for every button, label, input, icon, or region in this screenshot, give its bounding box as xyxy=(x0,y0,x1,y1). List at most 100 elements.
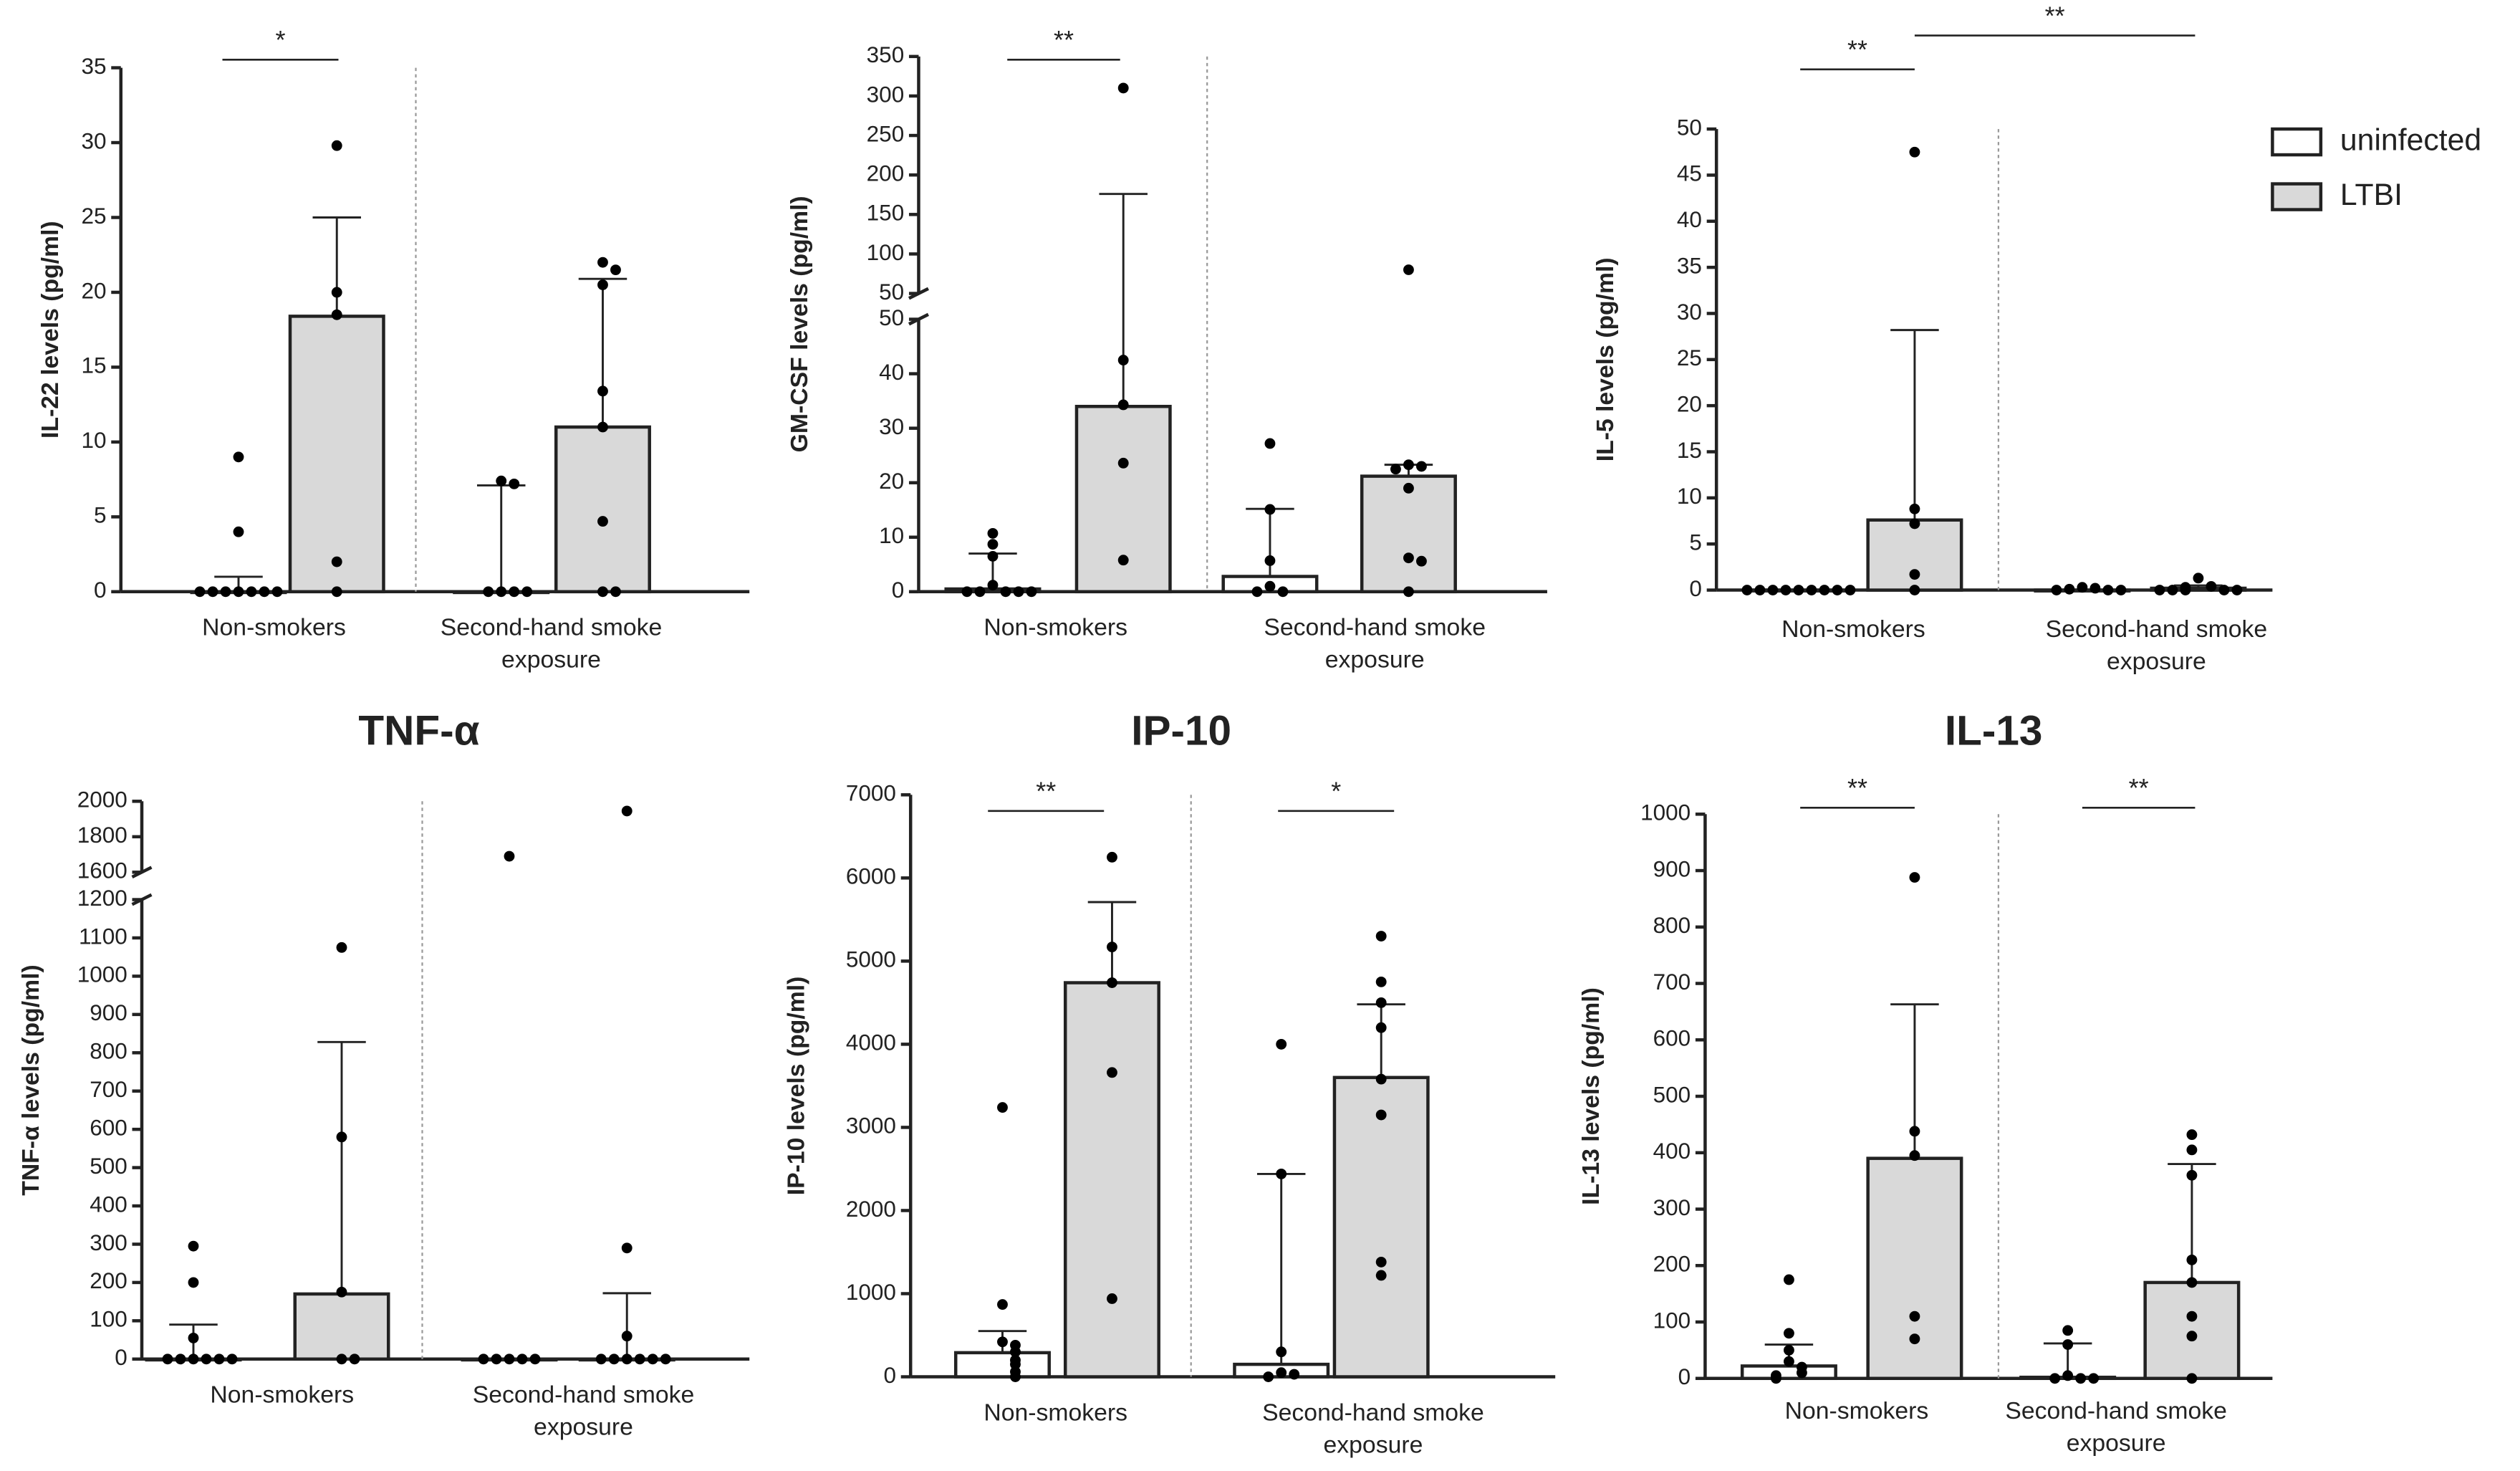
category-box: Non-smokers xyxy=(1785,1398,1929,1425)
data-point xyxy=(621,1331,633,1342)
data-point xyxy=(1117,355,1129,366)
data-point xyxy=(1909,1150,1920,1161)
y-tick-label: 35 xyxy=(1677,252,1702,278)
data-point xyxy=(1390,464,1401,475)
data-point xyxy=(1010,1359,1021,1370)
data-point xyxy=(1909,585,1920,595)
y-tick-label: 35 xyxy=(81,53,106,79)
y-tick-label: 7000 xyxy=(846,780,896,806)
y-tick-label: 200 xyxy=(90,1268,128,1293)
data-point xyxy=(529,1353,541,1365)
y-tick-label: 300 xyxy=(1653,1194,1691,1220)
y-tick-label: 800 xyxy=(90,1038,128,1064)
y-tick-label: 50 xyxy=(1677,114,1702,140)
data-point xyxy=(647,1353,658,1365)
y-tick-label: 100 xyxy=(90,1306,128,1332)
data-point xyxy=(1107,851,1117,863)
data-point xyxy=(597,421,608,433)
data-point xyxy=(516,1353,528,1365)
data-point xyxy=(336,941,347,953)
data-point xyxy=(1909,1126,1920,1137)
y-tick-label: 25 xyxy=(81,203,106,229)
y-tick-label: 10 xyxy=(81,427,106,453)
y-axis-label: IL-5 levels (pg/ml) xyxy=(1592,257,1619,461)
data-point xyxy=(2102,585,2114,595)
y-tick-label: 300 xyxy=(90,1230,128,1255)
data-point xyxy=(634,1353,645,1365)
data-point xyxy=(2088,1373,2100,1384)
y-tick-label: 50 xyxy=(879,279,904,305)
data-point xyxy=(336,1131,347,1143)
data-point xyxy=(188,1240,199,1252)
y-tick-label: 400 xyxy=(1653,1138,1691,1164)
data-point xyxy=(2231,585,2243,595)
y-tick-label: 5000 xyxy=(846,947,896,972)
category-box: Second-hand smoke exposure xyxy=(1262,1399,1484,1460)
data-point xyxy=(1909,503,1920,514)
data-point xyxy=(2075,1373,2087,1384)
y-tick-label: 10 xyxy=(879,522,904,548)
data-point xyxy=(175,1353,186,1365)
data-point xyxy=(1375,1270,1387,1281)
y-tick-label: 1100 xyxy=(79,923,128,949)
data-point xyxy=(331,586,342,598)
data-point xyxy=(1263,1371,1274,1382)
data-point xyxy=(233,526,244,537)
data-point xyxy=(1375,1109,1387,1121)
data-point xyxy=(1909,1333,1920,1345)
y-tick-label: 300 xyxy=(867,81,905,107)
data-point xyxy=(1741,585,1753,595)
x-tick-label: Second-hand smoke exposure xyxy=(1262,1399,1484,1460)
data-point xyxy=(621,1353,633,1365)
data-point xyxy=(1909,146,1920,158)
data-point xyxy=(491,1353,502,1365)
bar xyxy=(1063,981,1160,1379)
y-tick-label: 400 xyxy=(90,1191,128,1217)
data-point xyxy=(597,385,608,397)
data-point xyxy=(188,1353,199,1365)
data-point xyxy=(2049,1373,2061,1384)
bar xyxy=(2150,586,2247,592)
data-point xyxy=(595,1353,607,1365)
bar xyxy=(1332,1075,1430,1379)
y-tick-label: 200 xyxy=(1653,1251,1691,1277)
data-point xyxy=(496,475,507,487)
data-point xyxy=(496,586,507,598)
bar xyxy=(1360,474,1457,594)
y-tick-label: 20 xyxy=(81,277,106,303)
data-point xyxy=(271,586,283,598)
x-tick-label: Second-hand smoke exposure xyxy=(1264,614,1486,674)
data-point xyxy=(233,586,244,598)
data-point xyxy=(1264,504,1276,515)
bar xyxy=(293,1292,390,1361)
data-point xyxy=(1107,1293,1117,1304)
category-box: Second-hand smoke exposure xyxy=(441,614,663,674)
y-tick-label: 0 xyxy=(1678,1364,1691,1389)
data-point xyxy=(246,586,257,598)
significance-label: ** xyxy=(2045,1,2065,30)
data-point xyxy=(194,586,206,598)
data-point xyxy=(987,550,999,562)
data-point xyxy=(1784,1274,1794,1285)
y-tick-label: 200 xyxy=(867,160,905,186)
y-axis-label: TNF-α levels (pg/ml) xyxy=(17,964,44,1196)
data-point xyxy=(1375,1022,1387,1033)
data-point xyxy=(1784,1328,1794,1339)
data-point xyxy=(1251,586,1263,598)
category-box: Non-smokers xyxy=(1781,616,1925,643)
data-point xyxy=(2193,572,2204,584)
data-point xyxy=(621,805,633,817)
data-point xyxy=(1375,1073,1387,1085)
data-point xyxy=(1117,399,1129,411)
data-point xyxy=(1909,872,1920,883)
bar xyxy=(554,425,651,594)
data-point xyxy=(2064,583,2075,595)
y-tick-label: 1000 xyxy=(1640,800,1691,825)
data-point xyxy=(621,1242,633,1254)
data-point xyxy=(1403,586,1414,598)
x-tick-label: Second-hand smoke exposure xyxy=(2045,615,2268,676)
data-point xyxy=(610,586,621,598)
y-tick-label: 0 xyxy=(1689,575,1702,601)
y-tick-label: 45 xyxy=(1677,160,1702,186)
data-point xyxy=(509,478,520,489)
